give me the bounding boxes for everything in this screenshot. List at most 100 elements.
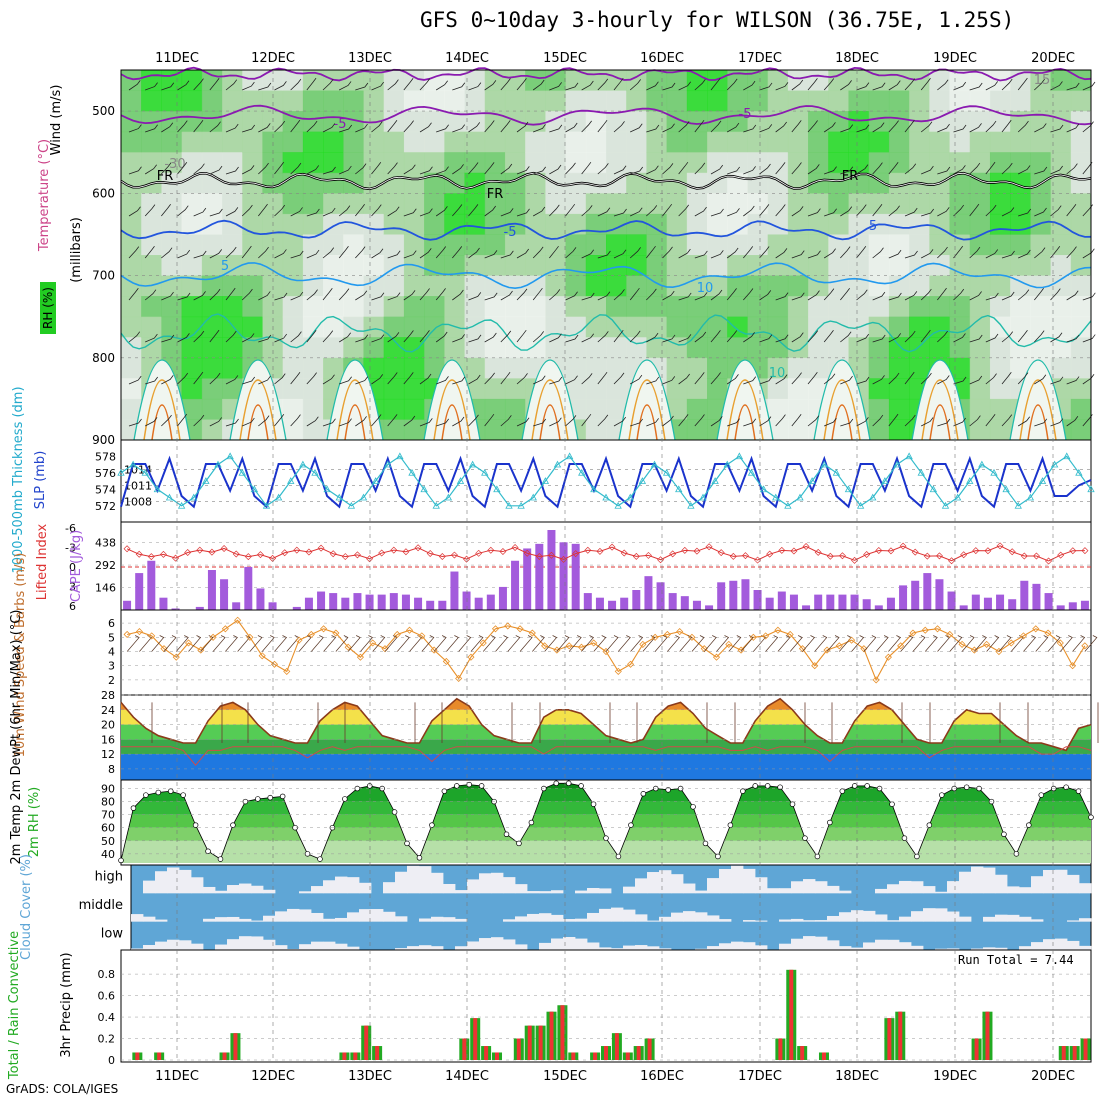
- rh-cell: [545, 275, 567, 297]
- wind-barb: [759, 204, 770, 217]
- cloud-cell: [575, 918, 588, 922]
- cape-bar: [753, 590, 762, 610]
- wind-barb: [856, 204, 867, 217]
- rh-cell: [383, 275, 405, 297]
- cloud-cell: [515, 916, 528, 922]
- wind-barb: [629, 79, 641, 91]
- wind-barb: [581, 80, 594, 91]
- rh-cell: [969, 152, 991, 174]
- temp-contour-25: [344, 404, 366, 441]
- rh-cell: [585, 70, 607, 92]
- cloud-cell: [983, 867, 996, 894]
- li-marker: [996, 542, 1004, 550]
- rh-cell: [201, 234, 223, 256]
- surface-wind-barb: [335, 635, 349, 652]
- wind-tick: 2: [108, 674, 115, 687]
- wind-barb: [144, 289, 157, 301]
- temp-contour-20: [1019, 379, 1057, 441]
- rh-cell: [868, 152, 890, 174]
- cloud-cell: [179, 940, 192, 950]
- cloud-cell: [935, 908, 948, 922]
- precip-convective-bar: [353, 1052, 358, 1060]
- wind-barb: [387, 414, 398, 427]
- precip-convective-bar: [222, 1052, 227, 1060]
- rh-cell: [201, 419, 223, 441]
- rh-cell: [545, 90, 567, 112]
- rh-cell: [707, 378, 728, 400]
- rh-cell: [686, 255, 708, 277]
- rh-cell: [707, 70, 728, 92]
- wind-barb: [128, 375, 142, 385]
- rh-cell: [787, 131, 809, 153]
- rh-marker: [827, 819, 833, 826]
- rh-cell: [424, 193, 445, 215]
- rh-cell: [363, 357, 385, 379]
- cloud-cell: [443, 917, 456, 922]
- wind-barb: [241, 204, 253, 217]
- rh-cell: [1070, 398, 1092, 420]
- rh-tick: 50: [101, 835, 115, 848]
- cape-bar: [1068, 602, 1077, 610]
- cloud-cell: [431, 916, 444, 922]
- wind-barb: [419, 248, 432, 259]
- cloud-cell: [215, 944, 228, 950]
- cloud-cell: [995, 914, 1008, 922]
- rh-cell: [767, 90, 789, 112]
- rh-cell: [1010, 275, 1031, 297]
- wind-barb: [484, 413, 495, 427]
- rh-cell: [888, 398, 910, 420]
- rh-cell: [565, 337, 587, 359]
- surface-wind-barb: [1023, 635, 1037, 652]
- rh-cell: [666, 193, 688, 215]
- wind-barb: [581, 292, 595, 301]
- wind-barb: [1082, 292, 1096, 301]
- rh-cell: [363, 296, 385, 318]
- rh-cell: [686, 90, 708, 112]
- cloud-cell: [803, 879, 816, 894]
- rh-cell: [989, 419, 1011, 441]
- surface-wind-barb: [924, 635, 938, 652]
- wind-speed-marker: [749, 633, 757, 641]
- rh-cell: [343, 193, 364, 215]
- wind-barb: [775, 162, 786, 175]
- wind-barb: [177, 205, 189, 217]
- rh-cell: [121, 152, 142, 174]
- wind-barb: [727, 418, 740, 427]
- wind-barb: [613, 121, 625, 133]
- cloud-cell: [659, 916, 672, 922]
- rh-cell: [383, 316, 405, 338]
- cloud-cell: [227, 939, 240, 950]
- rh-cell: [302, 419, 324, 441]
- thickness-marker: [856, 501, 865, 509]
- wind-speed-marker: [307, 630, 315, 639]
- wind-barb: [484, 292, 498, 301]
- wind-barb: [1066, 203, 1077, 217]
- cloud-frame: [130, 864, 1092, 951]
- rh-cell: [403, 357, 425, 379]
- rh-cell: [727, 337, 748, 359]
- wind-barb: [807, 415, 820, 427]
- rh-cell: [222, 131, 243, 153]
- wind-barb: [128, 418, 142, 427]
- wind-barb: [613, 372, 625, 385]
- surface-wind-barb: [446, 635, 459, 652]
- contour-label: 10: [769, 366, 786, 381]
- wind-barb: [500, 290, 513, 301]
- rh-cell: [525, 152, 546, 174]
- top-tick-label: 19DEC: [933, 51, 977, 66]
- li-marker: [269, 554, 277, 562]
- cloud-cell: [335, 917, 348, 922]
- wind-speed-marker: [381, 645, 389, 653]
- thickness-marker: [444, 493, 453, 501]
- rh-marker: [279, 793, 286, 800]
- rh-cell: [242, 131, 263, 153]
- rh-cell: [201, 90, 223, 112]
- surface-wind-barb: [888, 635, 901, 652]
- cape-bar: [583, 593, 592, 610]
- rh-cell: [161, 193, 183, 215]
- cloud-cell: [503, 939, 516, 950]
- li-marker: [123, 545, 131, 553]
- li-marker: [196, 546, 204, 554]
- wind-speed-marker: [676, 628, 684, 636]
- wind-barb: [1050, 332, 1063, 343]
